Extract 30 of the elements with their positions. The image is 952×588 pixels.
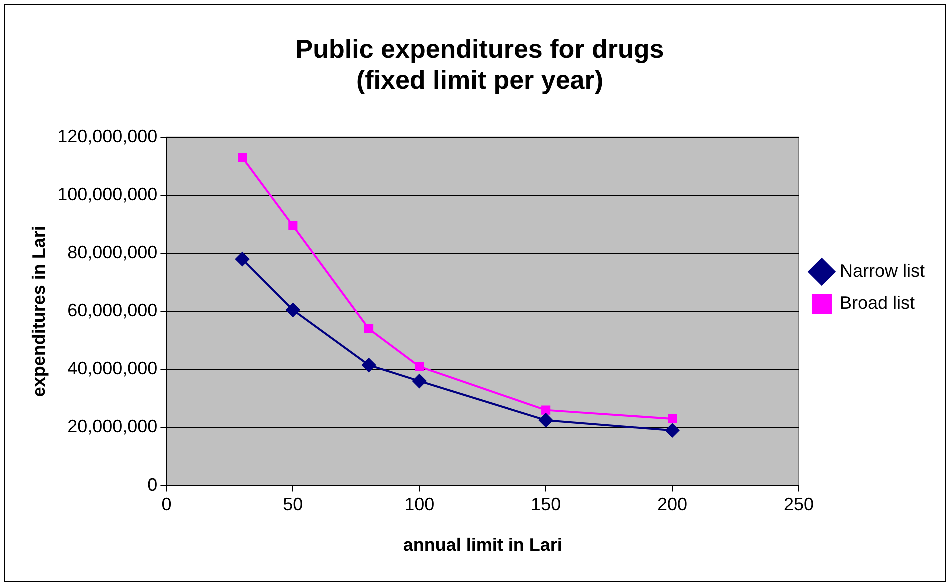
x-tick-label: 250 — [784, 494, 814, 515]
point — [666, 424, 680, 438]
x-tick-label: 150 — [531, 494, 562, 515]
x-tick-label: 0 — [162, 494, 172, 515]
x-tick-label: 200 — [658, 494, 688, 515]
point — [542, 406, 551, 415]
point — [364, 324, 374, 334]
point — [412, 374, 427, 388]
point — [668, 414, 678, 424]
y-axis-title: expenditures in Lari — [28, 226, 49, 398]
x-axis-title: annual limit in Lari — [403, 535, 562, 556]
chart-title: Public expenditures for drugs (fixed limit per year) — [296, 34, 664, 95]
point — [362, 358, 376, 372]
point — [238, 153, 248, 162]
point — [539, 413, 554, 428]
y-tick-label: 120,000,000 — [58, 126, 158, 146]
x-tick-label: 50 — [283, 494, 304, 515]
y-tick-label: 20,000,000 — [68, 416, 158, 437]
x-tick-label: 100 — [404, 494, 435, 515]
point — [415, 362, 424, 372]
y-tick-label: 80,000,000 — [68, 242, 158, 262]
point — [236, 252, 250, 266]
y-tick-label: 60,000,000 — [68, 300, 158, 321]
point — [286, 303, 300, 318]
legend-label: Narrow list — [840, 260, 926, 281]
y-tick-label: 100,000,000 — [58, 184, 158, 204]
legend-label: Broad list — [840, 292, 916, 313]
y-tick-label: 40,000,000 — [68, 358, 158, 379]
y-tick-label: 0 — [148, 474, 158, 495]
point — [288, 221, 298, 230]
